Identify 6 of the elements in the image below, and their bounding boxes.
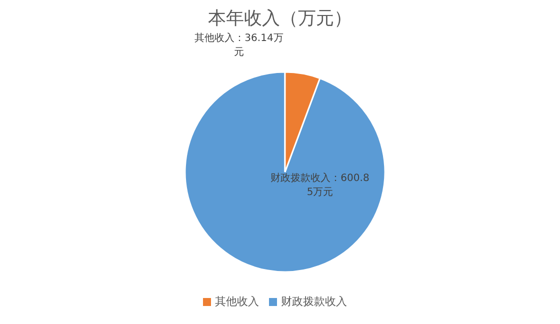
- pie-slice: [184, 71, 386, 273]
- legend-label: 其他收入: [215, 295, 259, 308]
- data-label: 其他收入：36.14万元: [194, 32, 284, 60]
- chart-title: 本年收入（万元）: [207, 7, 353, 30]
- data-label: 财政拨款收入：600.85万元: [270, 172, 370, 200]
- legend-label: 财政拨款收入: [281, 295, 347, 308]
